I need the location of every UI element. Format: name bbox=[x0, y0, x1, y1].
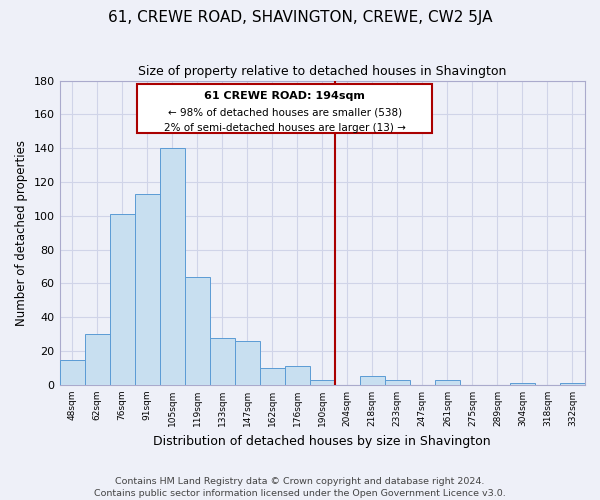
Bar bbox=[435, 380, 460, 385]
FancyBboxPatch shape bbox=[137, 84, 433, 133]
Bar bbox=[85, 334, 110, 385]
Text: ← 98% of detached houses are smaller (538): ← 98% of detached houses are smaller (53… bbox=[167, 108, 402, 118]
Bar bbox=[134, 194, 160, 385]
Bar bbox=[310, 380, 335, 385]
X-axis label: Distribution of detached houses by size in Shavington: Distribution of detached houses by size … bbox=[154, 434, 491, 448]
Text: 61 CREWE ROAD: 194sqm: 61 CREWE ROAD: 194sqm bbox=[205, 90, 365, 101]
Bar bbox=[209, 338, 235, 385]
Bar bbox=[285, 366, 310, 385]
Bar bbox=[510, 383, 535, 385]
Bar bbox=[185, 276, 209, 385]
Title: Size of property relative to detached houses in Shavington: Size of property relative to detached ho… bbox=[138, 65, 506, 78]
Bar bbox=[59, 360, 85, 385]
Text: Contains HM Land Registry data © Crown copyright and database right 2024.
Contai: Contains HM Land Registry data © Crown c… bbox=[94, 476, 506, 498]
Text: 61, CREWE ROAD, SHAVINGTON, CREWE, CW2 5JA: 61, CREWE ROAD, SHAVINGTON, CREWE, CW2 5… bbox=[108, 10, 492, 25]
Bar bbox=[160, 148, 185, 385]
Bar bbox=[260, 368, 285, 385]
Y-axis label: Number of detached properties: Number of detached properties bbox=[15, 140, 28, 326]
Text: 2% of semi-detached houses are larger (13) →: 2% of semi-detached houses are larger (1… bbox=[164, 123, 406, 133]
Bar bbox=[235, 341, 260, 385]
Bar bbox=[360, 376, 385, 385]
Bar bbox=[385, 380, 410, 385]
Bar bbox=[110, 214, 134, 385]
Bar bbox=[560, 383, 585, 385]
